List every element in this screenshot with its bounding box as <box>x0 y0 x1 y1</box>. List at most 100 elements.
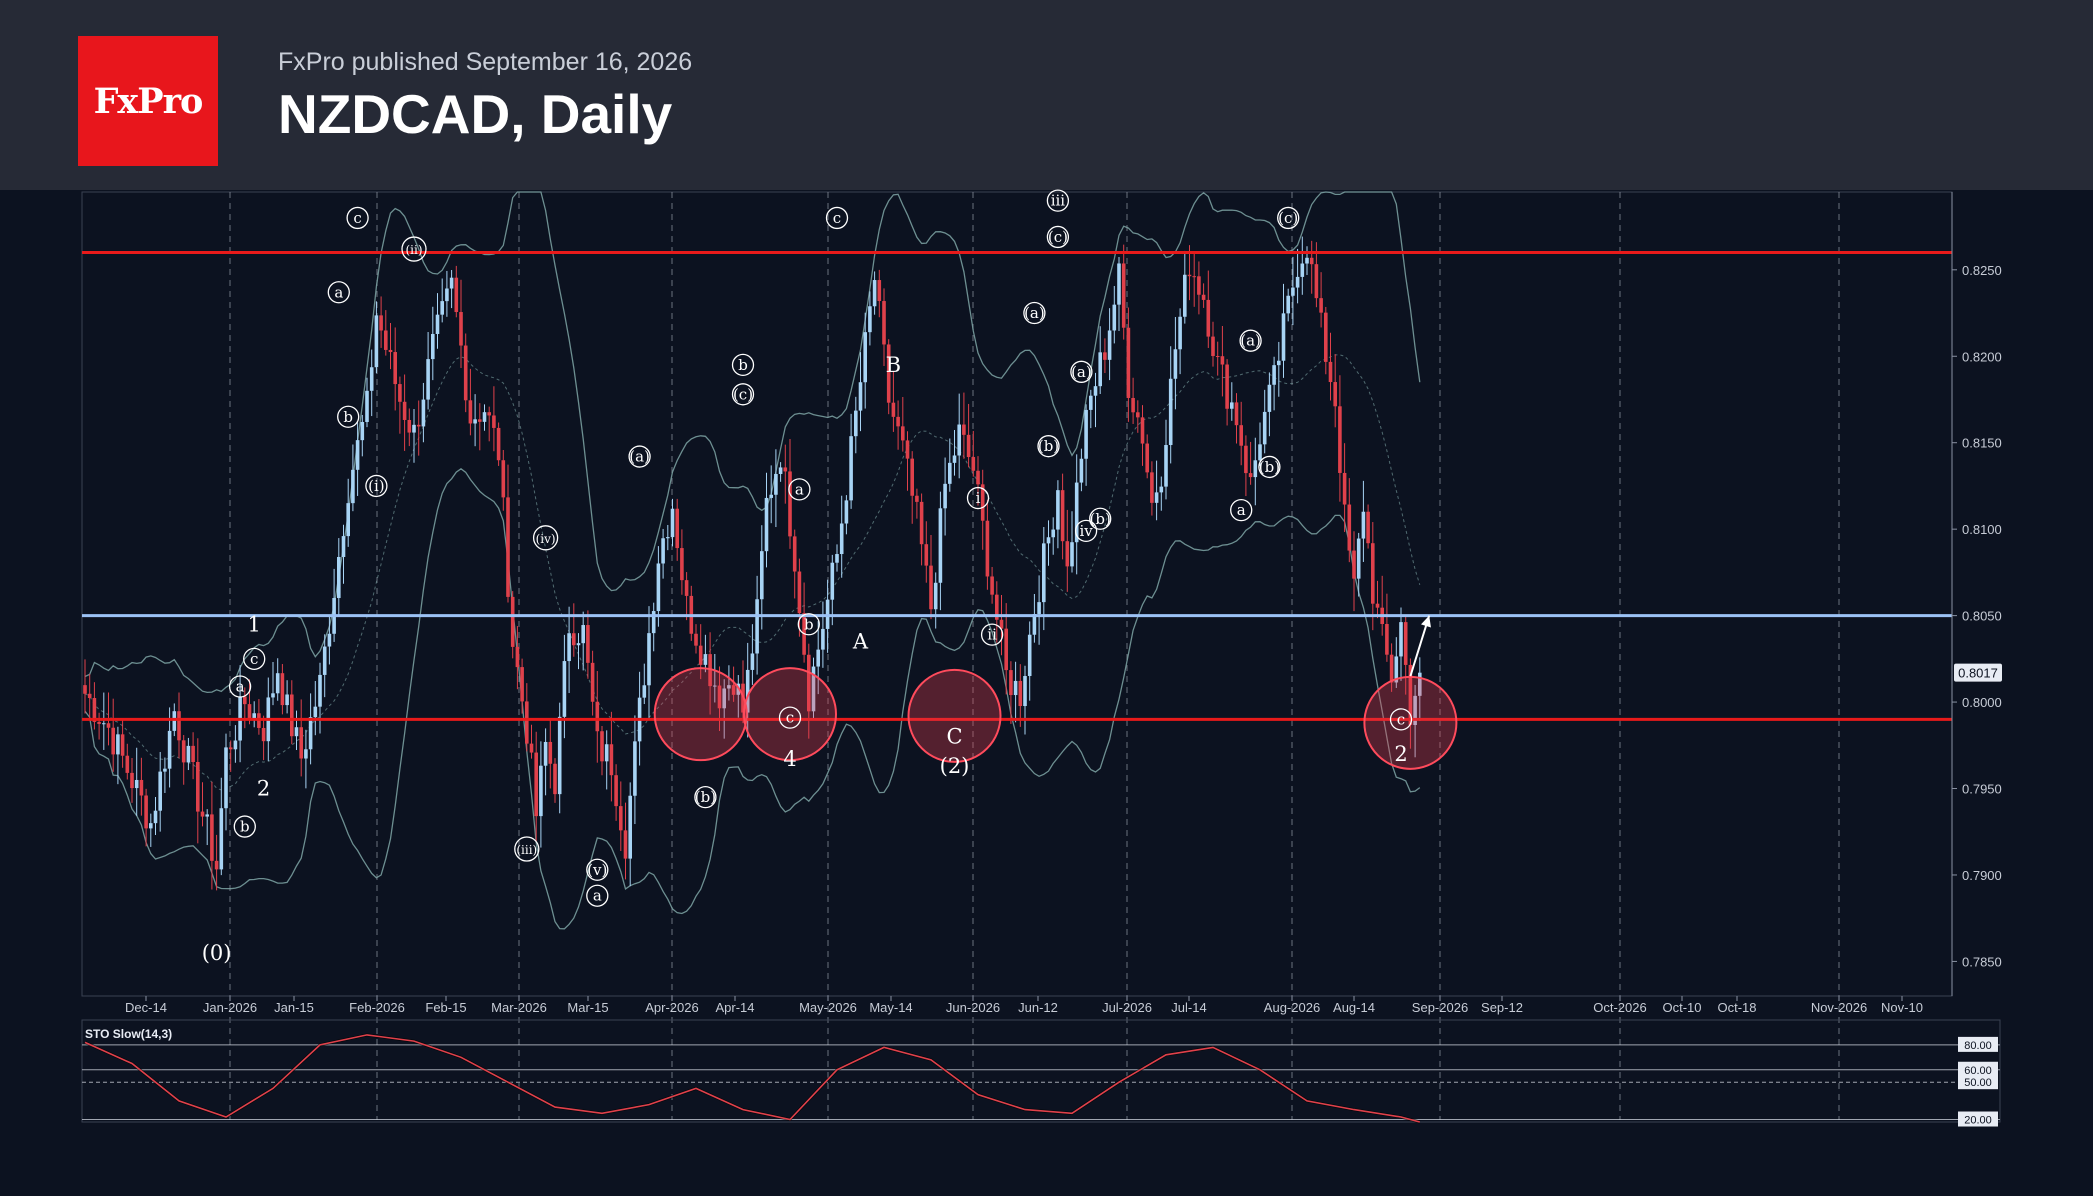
candle-body <box>995 594 999 620</box>
candle-body <box>1305 257 1309 264</box>
candle-body <box>924 544 929 566</box>
x-tick-label: Oct-2026 <box>1593 1000 1646 1015</box>
candle-body <box>1004 628 1008 671</box>
wave-label-circle <box>1230 498 1253 522</box>
price-axis: 0.8250 0.8200 0.8150 0.8100 0.8050 0.8000 0.79… <box>1951 192 2002 996</box>
candle-body <box>985 520 990 577</box>
chart-title: NZDCAD, Daily <box>278 83 673 145</box>
candle-body <box>1347 504 1352 551</box>
wave-label-circle <box>731 353 755 377</box>
x-tick-label: Mar-2026 <box>491 1000 547 1015</box>
candle-body <box>1403 622 1408 665</box>
candle-body <box>1399 622 1403 657</box>
bollinger-middle <box>84 354 1421 791</box>
candle-body <box>816 649 820 667</box>
candle-body <box>854 410 858 437</box>
candle-body <box>557 716 562 795</box>
wave-label-circle <box>586 858 609 881</box>
candle-body <box>1150 472 1154 503</box>
candle-body <box>529 743 534 753</box>
x-tick-label: Nov-2026 <box>1811 1000 1867 1015</box>
candle-body <box>1291 287 1295 296</box>
candle-body <box>177 711 181 741</box>
bollinger-upper <box>84 191 1421 694</box>
candle-body <box>97 721 101 724</box>
candle-body <box>355 440 360 470</box>
y-tick-label: 0.7850 <box>1962 954 2002 969</box>
candle-body <box>172 711 177 731</box>
y-tick-label: 0.7900 <box>1962 868 2002 883</box>
candle-body <box>633 741 637 796</box>
highlight-circle <box>743 667 837 762</box>
wave-label-circle <box>966 486 990 510</box>
candle-body <box>1338 406 1342 473</box>
wave-label: (0) <box>202 941 232 965</box>
candle-body <box>402 401 407 420</box>
candle-body <box>102 723 106 725</box>
x-tick-label: Sep-2026 <box>1412 1000 1468 1015</box>
candle-body <box>1159 486 1164 493</box>
candle-body <box>261 727 266 742</box>
candle-body <box>1018 680 1023 707</box>
wave-label: C <box>946 725 962 749</box>
candle-body <box>623 830 628 859</box>
candle-body <box>1074 482 1079 543</box>
x-tick-label: Dec-14 <box>125 1000 167 1015</box>
candle-body <box>694 633 698 646</box>
candle-body <box>294 727 299 737</box>
candle-body <box>1201 294 1206 300</box>
candle-body <box>962 424 966 435</box>
candle-body <box>604 744 609 762</box>
candle-body <box>562 661 567 717</box>
wave-label: (b) <box>1090 510 1111 528</box>
candle-body <box>304 749 308 759</box>
candle-body <box>299 727 303 759</box>
candle-body <box>398 384 402 402</box>
candle-body <box>868 306 872 333</box>
candle-body <box>572 633 576 646</box>
candle-body <box>727 685 731 689</box>
published-date: FxPro published September 16, 2026 <box>278 48 693 76</box>
candle-body <box>139 779 144 796</box>
candle-body <box>849 436 853 501</box>
x-tick-label: Apr-2026 <box>645 1000 698 1015</box>
candle-body <box>1112 304 1117 331</box>
candle-body <box>1319 298 1323 313</box>
candle-body <box>731 685 736 695</box>
candle-body <box>468 400 473 424</box>
wave-label: c <box>786 709 794 727</box>
wave-label: (iv) <box>536 532 556 546</box>
candle-body <box>896 416 900 427</box>
wave-label: a <box>795 480 804 498</box>
candle-body <box>1013 680 1018 696</box>
candle-body <box>449 277 454 289</box>
candle-body <box>957 424 961 456</box>
candle-body <box>181 740 186 763</box>
candle-body <box>933 582 938 610</box>
bollinger-bands <box>84 191 1421 930</box>
candle-body <box>774 473 778 495</box>
wave-label-circle <box>1037 435 1060 458</box>
chart-grid <box>81 191 1953 1120</box>
candle-body <box>1366 511 1370 544</box>
candle-body <box>219 808 224 870</box>
logo-text: FxPro <box>93 80 204 122</box>
wave-label-circle <box>1277 206 1300 230</box>
sto-level-tag <box>1958 1111 1998 1127</box>
wave-label-circle <box>514 836 540 862</box>
candle-body <box>1192 276 1196 278</box>
wave-label: a <box>236 678 245 696</box>
wave-label: b <box>804 615 814 633</box>
candle-body <box>1248 473 1253 478</box>
candle-body <box>971 457 976 471</box>
candle-body <box>196 761 200 812</box>
candle-body <box>769 494 773 498</box>
candle-body <box>92 698 97 722</box>
wave-label: b <box>738 356 748 374</box>
candle-body <box>290 694 294 737</box>
wave-label: iv <box>1079 522 1093 540</box>
wave-label: a <box>1237 501 1246 519</box>
candle-body <box>886 344 891 403</box>
wave-label: a <box>334 283 343 301</box>
